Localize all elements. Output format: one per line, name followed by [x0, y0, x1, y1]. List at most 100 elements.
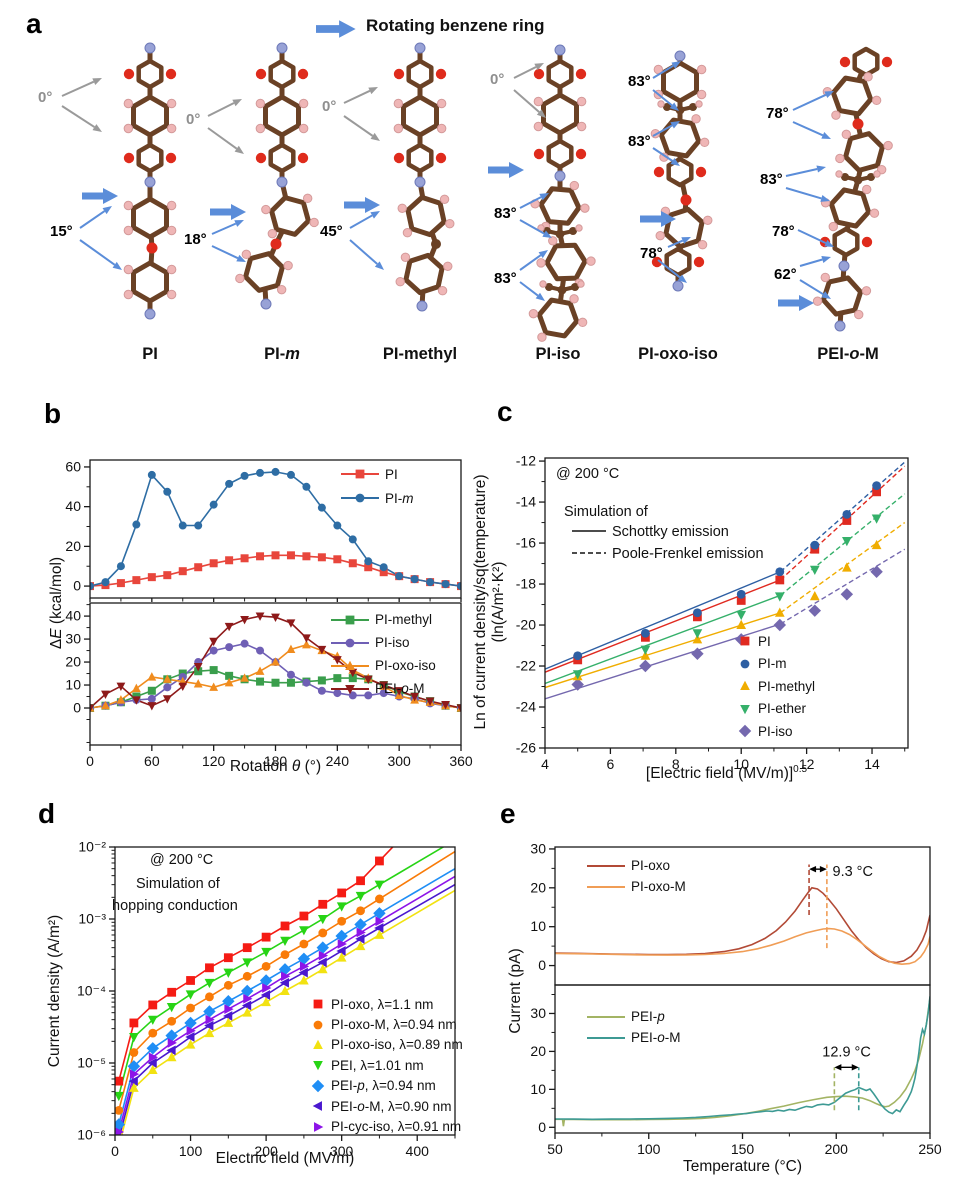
angle-label: 83°: [494, 205, 517, 222]
svg-text:20: 20: [530, 879, 546, 895]
svg-text:10: 10: [530, 918, 546, 934]
circle-marker: [90, 582, 94, 591]
svg-text:40: 40: [65, 608, 81, 624]
circle-marker: [205, 992, 214, 1002]
trileft-marker: [241, 1000, 252, 1011]
chart-b_top: 0 20 40 60: [65, 458, 462, 602]
circle-marker: [148, 1028, 158, 1038]
annotation-arrow: [513, 89, 546, 118]
tridown-marker: [774, 592, 785, 602]
diamond-marker: [773, 618, 787, 632]
square-marker: [256, 677, 265, 686]
chart-d: 0 100 200 300 400 10⁻² 10⁻³ 10⁻⁴ 10⁻⁵ 10⁻⁶: [77, 839, 456, 1159]
circle-marker: [640, 628, 650, 638]
c-note-temperature: @ 200 °C: [556, 466, 620, 482]
annotation-arrow: [797, 229, 834, 247]
legend-sample-PI-methyl: [331, 615, 369, 624]
angle-label: 83°: [760, 171, 783, 188]
angle-label: 62°: [774, 266, 797, 283]
legend-sample-PEI-p: [587, 1015, 625, 1018]
square-marker: [271, 678, 280, 687]
c-note-simulation: Simulation of: [564, 504, 648, 520]
circle-marker: [317, 686, 326, 695]
tridown-marker: [456, 704, 461, 713]
angle-label: 15°: [50, 223, 73, 240]
svg-text:300: 300: [330, 1143, 354, 1159]
triup-marker: [774, 607, 785, 617]
triright-marker: [356, 927, 366, 938]
tridown-marker: [223, 968, 234, 978]
svg-text:30: 30: [530, 1005, 546, 1021]
circle-marker: [775, 567, 785, 577]
square-marker: [223, 953, 233, 963]
tridown-marker: [379, 681, 389, 690]
triright-marker: [224, 1004, 234, 1014]
legend-label-PI-methyl: PI-methyl: [375, 612, 433, 627]
square-marker: [194, 563, 203, 572]
series-points-PI-ether: [572, 514, 882, 680]
diamond-marker: [691, 647, 704, 660]
svg-text:10⁻³: 10⁻³: [78, 911, 106, 927]
angle-label: 78°: [772, 223, 795, 240]
circle-marker: [280, 950, 290, 960]
series-points-PI-oxo: [115, 856, 384, 1086]
annotation-arrow: [79, 239, 122, 270]
svg-text:10⁻⁴: 10⁻⁴: [77, 983, 106, 999]
e-x-axis-title: Temperature (°C): [682, 1158, 803, 1175]
circle-marker: [842, 509, 852, 519]
legend-sample-PI-oxo-M: [587, 885, 625, 888]
tridown-marker: [692, 629, 703, 639]
square-marker: [317, 676, 326, 685]
square-marker: [317, 553, 326, 562]
svg-text:-22: -22: [516, 658, 536, 674]
triright-marker: [129, 1069, 140, 1079]
square-marker: [147, 573, 156, 582]
tridown-marker: [299, 926, 309, 936]
annotation-arrow: [519, 193, 549, 209]
square-marker: [375, 856, 384, 866]
annotation-arrow: [513, 63, 544, 79]
svg-text:-20: -20: [516, 617, 536, 633]
circle-marker: [209, 646, 218, 655]
circle-marker: [333, 689, 342, 698]
square-marker: [286, 551, 295, 560]
circle-marker: [457, 582, 461, 591]
legend-item-PI-oxo-M: PI-oxo-M, λ=0.94 nm: [310, 1014, 463, 1034]
c-y-axis-title: Ln of current density/sq(temperature) (l…: [472, 474, 507, 730]
legend-label-PI: PI: [385, 466, 398, 482]
legend-label-PEI-p: PEI-p: [631, 1009, 665, 1024]
tridown-marker: [363, 675, 373, 685]
molecule-name-0: PI: [142, 345, 158, 363]
svg-text:0: 0: [86, 753, 94, 769]
legend-sample-PI-methyl: [740, 680, 750, 691]
svg-text:4: 4: [541, 756, 549, 772]
trileft-marker: [279, 977, 289, 988]
svg-text:360: 360: [449, 753, 473, 769]
svg-text:10⁻⁵: 10⁻⁵: [77, 1055, 106, 1071]
annotation-arrow: [79, 206, 112, 229]
annotation-arrow: [519, 219, 552, 238]
legend-sample-PI-oxo: [313, 999, 323, 1009]
triright-marker: [314, 1121, 324, 1132]
circle-marker: [271, 467, 280, 476]
trileft-marker: [166, 1045, 176, 1056]
legend-item-PI-oxo-iso: PI-oxo-iso: [330, 654, 436, 677]
rotating-benzene-ring-label: Rotating benzene ring: [366, 16, 545, 35]
tridown-marker: [240, 615, 249, 625]
square-marker: [364, 563, 373, 572]
square-marker: [348, 674, 357, 683]
series-points-PI-m: [90, 467, 461, 591]
svg-text:60: 60: [144, 753, 160, 769]
circle-marker: [379, 689, 388, 698]
circle-marker: [194, 521, 203, 530]
square-marker: [356, 876, 365, 886]
triright-marker: [262, 983, 272, 993]
angle-label: 18°: [184, 231, 207, 248]
legend-sample-PI-iso: [331, 638, 369, 647]
square-marker: [178, 567, 187, 576]
trileft-marker: [147, 1058, 157, 1068]
square-marker: [842, 516, 852, 525]
legend-sample-PI: [740, 636, 750, 646]
tridown-marker: [317, 645, 327, 655]
